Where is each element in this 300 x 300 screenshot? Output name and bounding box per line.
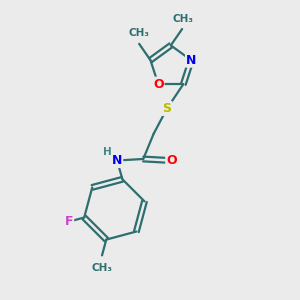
Text: CH₃: CH₃ [172, 14, 193, 24]
Text: CH₃: CH₃ [128, 28, 149, 38]
Text: CH₃: CH₃ [92, 263, 112, 273]
Text: N: N [186, 54, 196, 67]
Text: H: H [103, 147, 112, 157]
Text: O: O [166, 154, 177, 167]
Text: N: N [112, 154, 122, 167]
Text: F: F [65, 215, 73, 228]
Text: S: S [163, 102, 172, 115]
Text: O: O [153, 78, 164, 91]
